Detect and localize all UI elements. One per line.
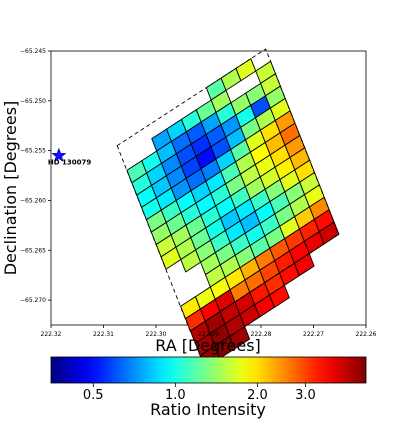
- y-tick-label: −65.265: [20, 247, 46, 254]
- y-tick-label: −65.245: [20, 48, 46, 55]
- x-tick-label: 222.32: [41, 331, 62, 338]
- heatmap-cells: [126, 57, 340, 369]
- x-tick-label: 222.30: [146, 331, 167, 338]
- heatmap-cell: [269, 284, 290, 309]
- colorbar-tick-label: 2.0: [247, 388, 268, 403]
- star-annotation-label: HD 130079: [48, 159, 91, 167]
- x-axis-label: RA [Degrees]: [155, 336, 261, 355]
- colorbar-tick-label: 1.0: [165, 388, 186, 403]
- heatmap-cell: [229, 326, 251, 350]
- colorbar-tick-label: 3.0: [295, 388, 316, 403]
- y-axis-label: Declination [Degrees]: [1, 101, 20, 276]
- target-star-marker: [51, 147, 67, 162]
- colorbar-ticks: 0.5 1.0 2.0 3.0: [83, 383, 316, 403]
- y-axis-ticks: −65.245 −65.250 −65.255 −65.260 −65.265 −65.2…: [20, 48, 51, 304]
- star-icon: [51, 147, 67, 162]
- heatmap-cell: [318, 221, 340, 245]
- x-tick-label: 222.26: [356, 331, 377, 338]
- heatmap-cell: [293, 252, 315, 277]
- colorbar-label: Ratio Intensity: [150, 400, 266, 419]
- x-tick-label: 222.27: [303, 331, 324, 338]
- x-tick-label: 222.29: [198, 331, 219, 338]
- x-axis-ticks: 222.32 222.31 222.30 222.29 222.28 222.27 222.…: [41, 325, 377, 338]
- y-tick-label: −65.250: [20, 98, 46, 105]
- x-tick-label: 222.28: [251, 331, 272, 338]
- colorbar-tick-label: 0.5: [83, 388, 104, 403]
- y-tick-label: −65.255: [20, 148, 46, 155]
- x-tick-label: 222.31: [93, 331, 114, 338]
- y-tick-label: −65.260: [20, 197, 46, 204]
- y-tick-label: −65.270: [20, 297, 46, 304]
- colorbar: [50, 356, 367, 384]
